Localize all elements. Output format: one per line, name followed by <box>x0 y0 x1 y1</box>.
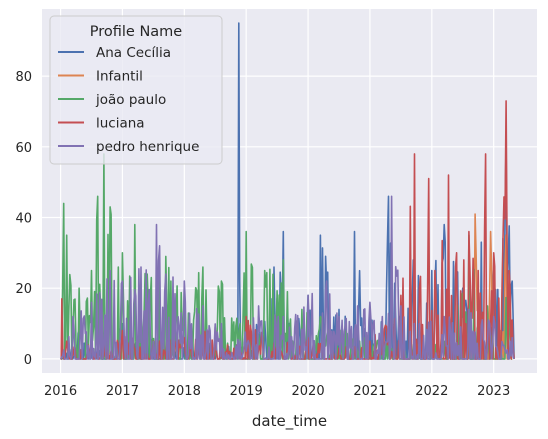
legend-label: pedro henrique <box>96 139 199 155</box>
y-tick-label: 0 <box>24 353 32 368</box>
x-tick-label: 2018 <box>168 384 201 399</box>
x-axis-label: date_time <box>252 412 327 431</box>
x-axis-ticks: 2016 2017 2018 2019 2020 2021 2022 2023 <box>44 384 510 399</box>
x-tick-label: 2023 <box>477 384 510 399</box>
legend-box <box>49 15 223 165</box>
x-tick-label: 2016 <box>44 384 77 399</box>
legend-label: Infantil <box>96 69 143 85</box>
legend-title: Profile Name <box>90 24 183 40</box>
x-tick-label: 2022 <box>415 384 448 399</box>
series-lines <box>59 22 515 360</box>
x-tick-label: 2020 <box>292 384 325 399</box>
x-tick-label: 2019 <box>230 384 263 399</box>
series-line-4 <box>59 195 515 360</box>
legend-label: joão paulo <box>95 92 166 108</box>
legend-label: luciana <box>96 116 145 132</box>
y-tick-label: 80 <box>15 70 32 85</box>
legend-label: Ana Cecília <box>96 45 171 61</box>
y-tick-label: 20 <box>15 282 32 297</box>
x-tick-label: 2021 <box>353 384 386 399</box>
legend: Profile Name Ana Cecília Infantil joão pau… <box>49 15 223 165</box>
y-tick-label: 60 <box>15 141 32 156</box>
x-tick-label: 2017 <box>106 384 139 399</box>
y-axis-ticks: 0 20 40 60 80 <box>15 70 32 368</box>
y-tick-label: 40 <box>15 212 32 227</box>
legend-entries: Ana Cecília Infantil joão paulo luciana pedr… <box>58 45 199 155</box>
series-line-3 <box>60 100 515 360</box>
